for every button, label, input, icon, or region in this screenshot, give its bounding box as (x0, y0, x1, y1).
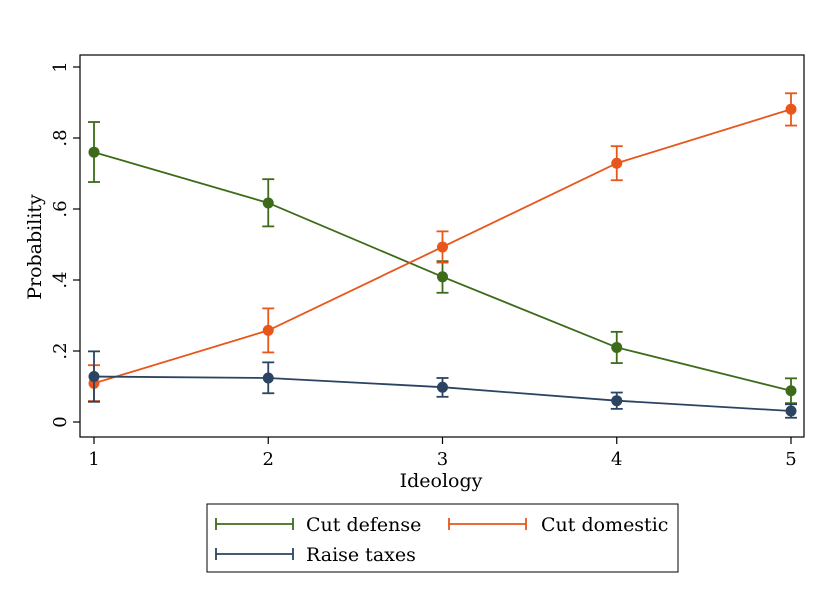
x-axis: 1 2 3 4 5 (88, 437, 797, 470)
legend-label: Cut domestic (541, 514, 668, 536)
y-axis-title: Probability (24, 194, 46, 300)
data-point (611, 341, 623, 353)
data-point (437, 381, 448, 393)
y-tick-label: 0 (50, 416, 71, 427)
x-tick-label: 4 (611, 449, 622, 470)
y-tick-label: .2 (50, 342, 71, 359)
plot-area: 0 .2 .4 .6 .8 1 1 2 3 4 5 (50, 54, 805, 470)
legend-label: Cut defense (306, 514, 421, 536)
data-point (785, 405, 797, 417)
y-axis: 0 .2 .4 .6 .8 1 (50, 61, 80, 428)
data-point (262, 197, 274, 209)
legend-box (206, 503, 679, 573)
data-point (262, 324, 274, 336)
legend-item: Raise taxes (215, 544, 416, 566)
data-point (88, 371, 100, 383)
data-point (611, 157, 623, 169)
x-axis-title: Ideology (400, 470, 483, 492)
data-point (785, 103, 797, 115)
x-tick-label: 1 (88, 449, 99, 470)
y-tick-label: .4 (50, 271, 71, 288)
x-tick-label: 5 (785, 449, 796, 470)
data-point (437, 241, 448, 253)
y-tick-label: 1 (50, 61, 71, 72)
data-point (262, 372, 274, 384)
data-point (437, 271, 448, 283)
series-cut-domestic (88, 92, 797, 402)
y-tick-label: .6 (50, 200, 71, 217)
x-tick-label: 2 (263, 449, 274, 470)
legend-item: Cut domestic (448, 514, 668, 536)
series-raise-taxes (88, 350, 797, 419)
series-layer (88, 92, 797, 419)
legend-label: Raise taxes (306, 544, 416, 566)
data-point (88, 146, 100, 158)
x-tick-label: 3 (437, 449, 448, 470)
y-tick-label: .8 (50, 129, 71, 146)
data-point (611, 395, 623, 407)
series-cut-defense (88, 121, 797, 405)
legend-item: Cut defense (215, 514, 421, 536)
legend: Cut defense Cut domestic Raise taxes (206, 503, 679, 573)
data-point (785, 385, 797, 397)
